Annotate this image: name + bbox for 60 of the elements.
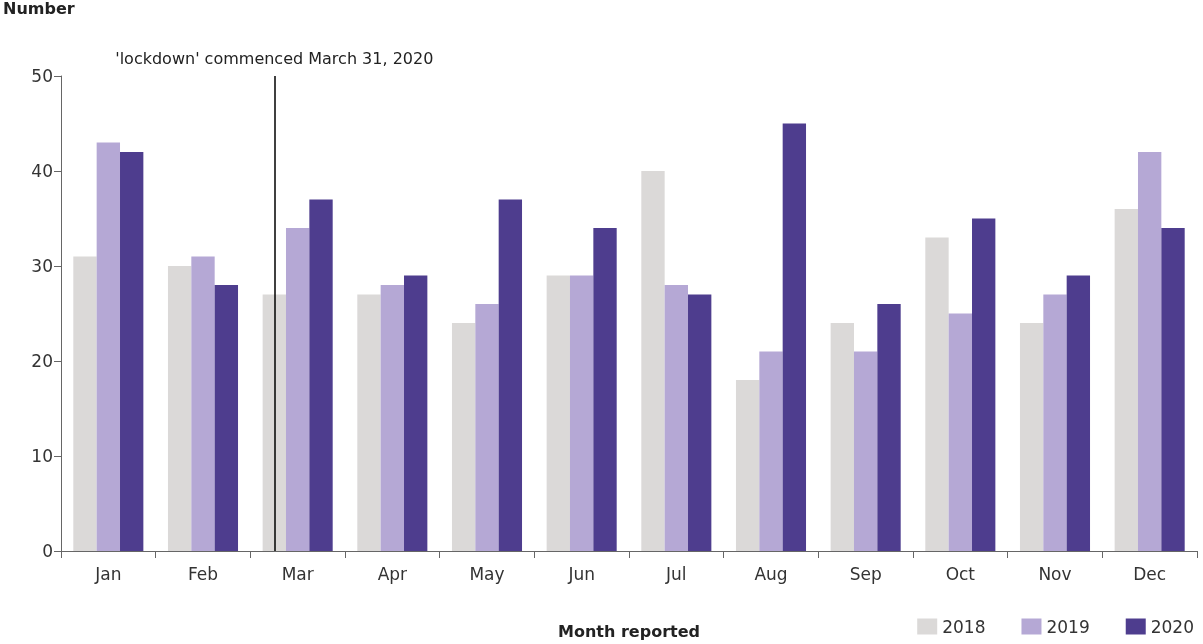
bar bbox=[641, 171, 665, 551]
bar bbox=[96, 142, 121, 551]
y-tick-label: 0 bbox=[42, 541, 53, 561]
bar bbox=[498, 199, 523, 551]
y-tick-label: 20 bbox=[31, 351, 53, 371]
bar bbox=[925, 237, 949, 551]
bar bbox=[309, 199, 333, 551]
y-tick-label: 40 bbox=[31, 161, 53, 181]
bar bbox=[285, 228, 310, 551]
bar bbox=[1161, 228, 1185, 551]
x-tick-label: Aug bbox=[754, 563, 788, 584]
y-tick-label: 50 bbox=[31, 66, 53, 86]
bar bbox=[830, 323, 854, 551]
bar bbox=[451, 323, 476, 551]
ref-line-label: 'lockdown' commenced March 31, 2020 bbox=[115, 48, 434, 68]
bar bbox=[404, 275, 428, 551]
x-tick-label: Oct bbox=[945, 563, 976, 584]
y-tick-label: 10 bbox=[31, 446, 53, 466]
bar bbox=[1114, 209, 1138, 551]
bar bbox=[877, 304, 901, 551]
bar bbox=[380, 285, 405, 551]
bar bbox=[475, 304, 499, 551]
bar bbox=[120, 152, 144, 551]
bar bbox=[1019, 323, 1044, 551]
bar bbox=[782, 123, 807, 551]
bar bbox=[664, 285, 689, 551]
x-tick-label: Nov bbox=[1038, 563, 1072, 584]
bar bbox=[1043, 294, 1067, 551]
bar bbox=[759, 351, 783, 551]
bar bbox=[546, 275, 570, 551]
bar bbox=[357, 294, 381, 551]
x-tick-label: Jan bbox=[94, 563, 122, 584]
y-axis-title: Number bbox=[3, 0, 75, 18]
bar bbox=[735, 380, 760, 551]
legend-label: 2018 bbox=[942, 616, 986, 637]
bar bbox=[593, 228, 617, 551]
bar bbox=[972, 218, 996, 551]
bar bbox=[167, 266, 192, 551]
x-tick-label: Dec bbox=[1133, 563, 1167, 584]
bar bbox=[948, 313, 973, 551]
bar bbox=[191, 256, 215, 551]
bar bbox=[73, 256, 97, 551]
legend-label: 2020 bbox=[1150, 616, 1194, 637]
y-tick-label: 30 bbox=[31, 256, 53, 276]
x-tick-label: Mar bbox=[281, 563, 314, 584]
bar bbox=[262, 294, 286, 551]
bar bbox=[1066, 275, 1091, 551]
x-tick-label: Jul bbox=[665, 563, 687, 584]
bar bbox=[688, 294, 712, 551]
x-tick-label: May bbox=[469, 563, 505, 584]
bar bbox=[214, 285, 239, 551]
bar bbox=[853, 351, 878, 551]
x-tick-label: Feb bbox=[187, 563, 219, 584]
x-tick-label: Jun bbox=[567, 563, 595, 584]
bar bbox=[569, 275, 594, 551]
x-axis-title: Month reported bbox=[558, 621, 700, 641]
x-tick-label: Apr bbox=[377, 563, 408, 584]
bar bbox=[1137, 152, 1162, 551]
x-tick-label: Sep bbox=[849, 563, 882, 584]
legend-label: 2019 bbox=[1046, 616, 1090, 637]
